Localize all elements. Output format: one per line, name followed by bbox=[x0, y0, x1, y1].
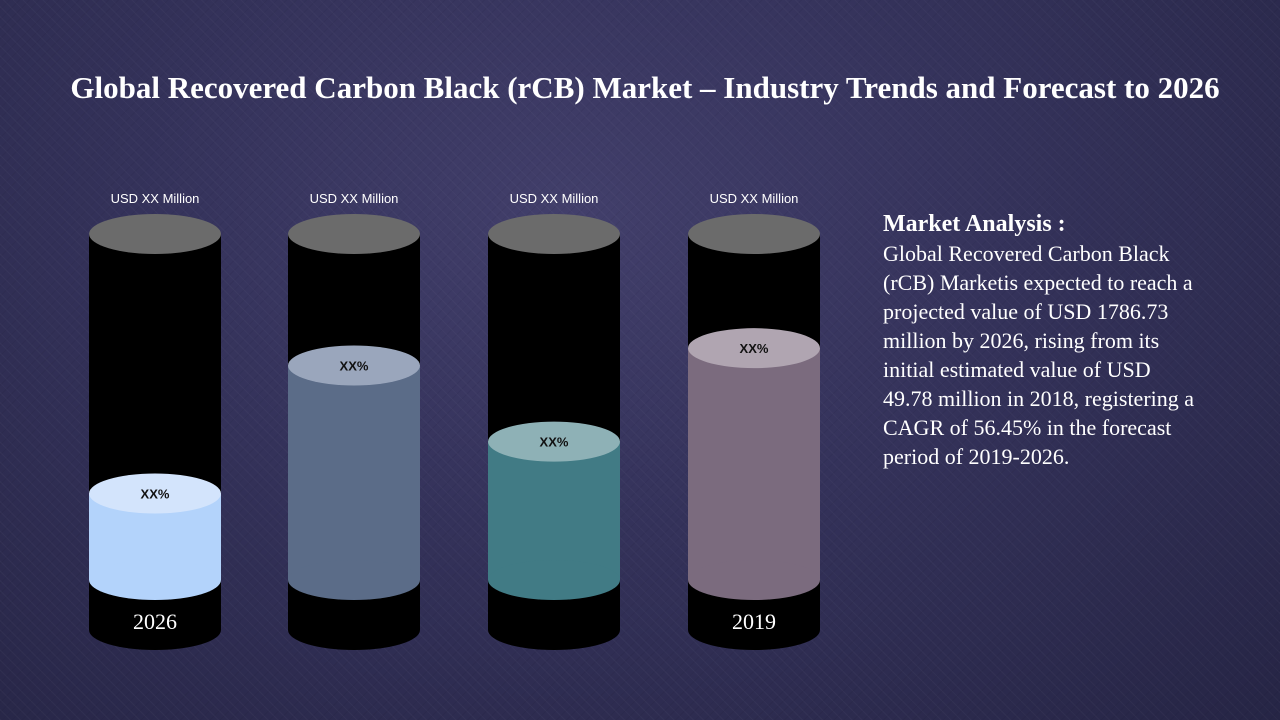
cylinder-fill-top-3 bbox=[488, 421, 620, 462]
value-label-3: USD XX Million bbox=[510, 191, 599, 206]
cylinder-fill-base-4 bbox=[688, 560, 820, 600]
cylinder-base-2 bbox=[288, 610, 420, 650]
pct-label-3: XX% bbox=[540, 435, 569, 450]
cylinder-fill-4 bbox=[688, 348, 820, 580]
pct-label-4: XX% bbox=[740, 341, 769, 356]
pct-label-1: XX% bbox=[141, 487, 170, 502]
cylinder-fill-top-1 bbox=[89, 473, 221, 514]
year-label-4: 2019 bbox=[732, 609, 776, 634]
analysis-body: Global Recovered Carbon Black (rCB) Mark… bbox=[883, 241, 1195, 469]
cylinder-fill-base-3 bbox=[488, 560, 620, 600]
cylinder-fill-2 bbox=[288, 365, 420, 580]
value-label-4: USD XX Million bbox=[710, 191, 799, 206]
cylinder-base-3 bbox=[488, 610, 620, 650]
cylinder-fill-top-2 bbox=[288, 345, 420, 386]
page-title: Global Recovered Carbon Black (rCB) Mark… bbox=[70, 70, 1220, 105]
cylinder-top-4 bbox=[688, 214, 820, 254]
year-label-1: 2026 bbox=[133, 609, 177, 634]
cylinder-fill-top-4 bbox=[688, 328, 820, 369]
cylinder-chart: USD XX Million XX% 2026 USD XX Million XX% US… bbox=[89, 191, 820, 650]
cylinder-fill-3 bbox=[488, 441, 620, 580]
market-analysis: Market Analysis : Global Recovered Carbo… bbox=[883, 210, 1203, 471]
cylinder-base-4 bbox=[688, 610, 820, 650]
cylinder-fill-base-1 bbox=[89, 560, 221, 600]
cylinder-top-1 bbox=[89, 214, 221, 254]
value-label-1: USD XX Million bbox=[111, 191, 200, 206]
cylinder-top-2 bbox=[288, 214, 420, 254]
cylinder-top-3 bbox=[488, 214, 620, 254]
analysis-heading: Market Analysis : bbox=[883, 211, 1066, 237]
cylinder-fill-base-2 bbox=[288, 560, 420, 600]
value-label-2: USD XX Million bbox=[310, 191, 399, 206]
cylinder-base-1 bbox=[89, 610, 221, 650]
pct-label-2: XX% bbox=[340, 358, 369, 373]
